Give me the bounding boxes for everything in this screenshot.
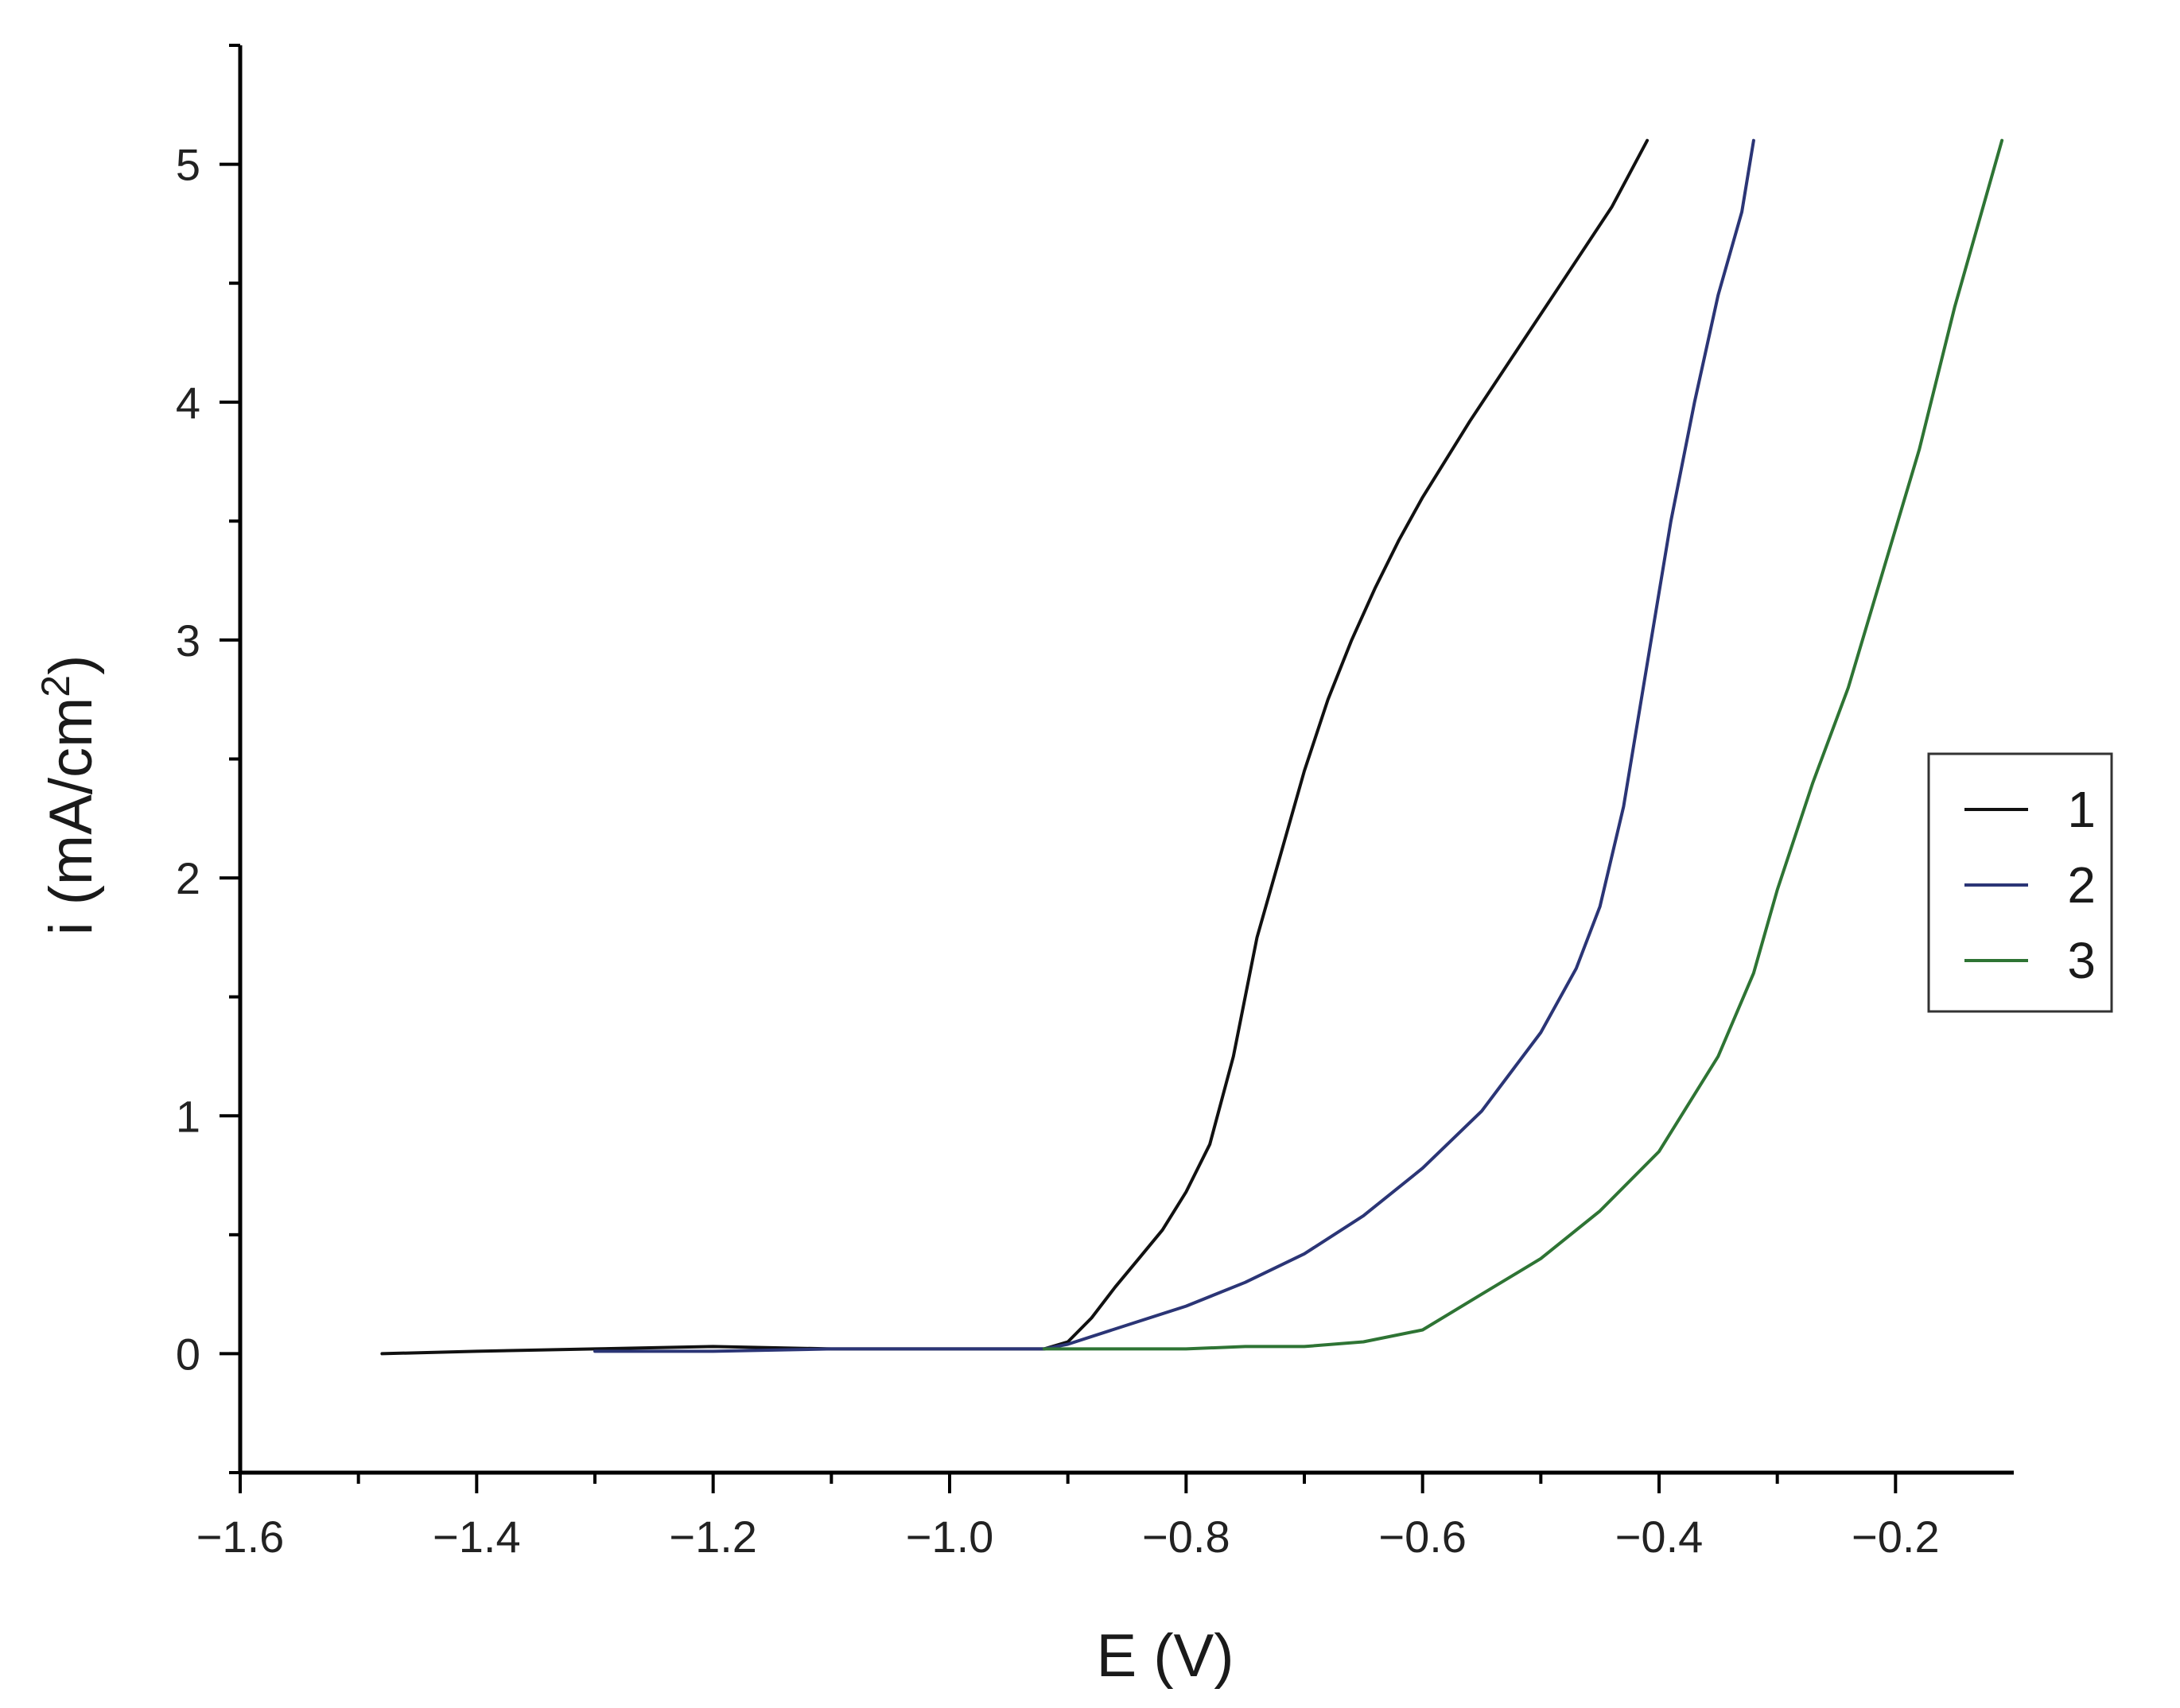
x-axis-ticks: −1.6 −1.4 −1.2 −1.0 −0.8 −0.6 −0.4 −0.2 <box>196 1473 1940 1562</box>
x-tick-label: −1.0 <box>906 1512 994 1562</box>
y-tick-label: 4 <box>176 378 200 428</box>
axes <box>238 45 2014 1475</box>
x-tick-label: −1.4 <box>433 1512 521 1562</box>
y-axis-title-close: ) <box>37 655 105 675</box>
series-line-1 <box>380 138 1650 1356</box>
plot-area-series <box>380 138 2004 1356</box>
legend-label-2: 2 <box>2067 856 2096 914</box>
y-tick-label: 2 <box>176 853 200 903</box>
y-tick-label: 1 <box>176 1091 200 1141</box>
y-tick-label: 0 <box>176 1329 200 1379</box>
y-axis-title-superscript: 2 <box>33 675 78 697</box>
y-tick-label: 5 <box>176 140 200 190</box>
series-line-3 <box>1042 138 2004 1351</box>
y-axis-title-text: i (mA/cm <box>37 697 105 936</box>
x-axis-title: E (V) <box>1096 1622 1234 1690</box>
legend: 1 2 3 <box>1927 752 2113 1013</box>
legend-label-3: 3 <box>2067 932 2096 989</box>
x-tick-label: −1.2 <box>669 1512 757 1562</box>
x-tick-label: −0.4 <box>1615 1512 1704 1562</box>
x-tick-label: −0.2 <box>1852 1512 1940 1562</box>
y-tick-label: 3 <box>176 615 200 666</box>
legend-box <box>1927 752 2113 1013</box>
x-tick-label: −1.6 <box>196 1512 285 1562</box>
x-tick-label: −0.8 <box>1142 1512 1230 1562</box>
y-axis-title: i (mA/cm2) <box>33 655 105 936</box>
x-tick-label: −0.6 <box>1378 1512 1467 1562</box>
y-axis-ticks: 0 1 2 3 4 5 <box>176 44 240 1474</box>
legend-label-1: 1 <box>2067 781 2096 838</box>
series-line-2 <box>593 138 1755 1353</box>
